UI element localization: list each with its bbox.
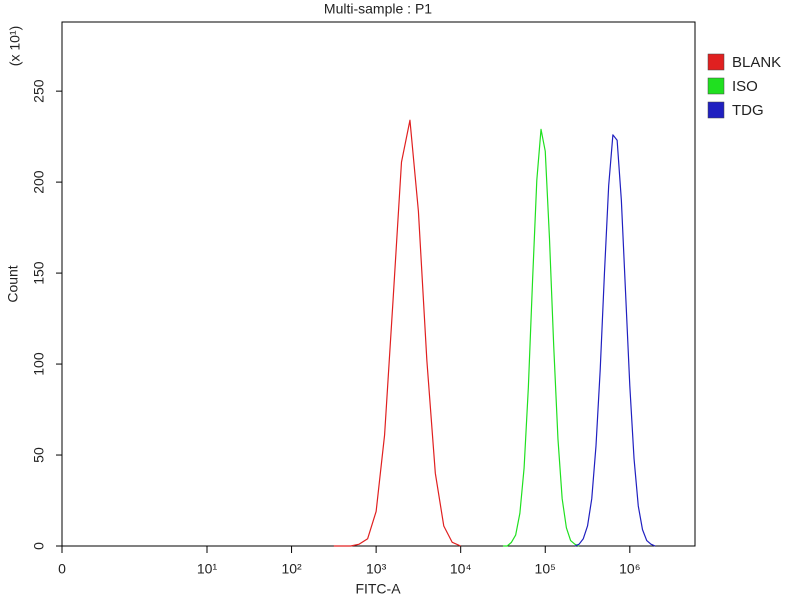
x-tick-label: 0: [58, 561, 66, 577]
x-tick-label: 10¹: [197, 561, 218, 577]
x-tick-label: 10³: [366, 561, 387, 577]
y-tick-label: 100: [31, 352, 47, 376]
y-tick-label: 50: [31, 447, 47, 463]
chart-title: Multi-sample : P1: [324, 1, 432, 17]
x-tick-label: 10⁴: [450, 561, 472, 577]
x-tick-label: 10⁶: [619, 561, 640, 577]
legend-label: ISO: [732, 78, 758, 95]
legend-label: TDG: [732, 102, 764, 119]
y-axis-label: Count: [5, 265, 21, 302]
y-tick-label: 250: [31, 79, 47, 103]
x-tick-label: 10²: [281, 561, 302, 577]
legend-swatch: [707, 53, 725, 71]
histogram-line: [502, 128, 580, 547]
legend-swatch: [707, 77, 725, 95]
x-tick-label: 10⁵: [535, 561, 556, 577]
y-tick-label: 200: [31, 170, 47, 194]
histogram-line: [574, 134, 656, 547]
legend-swatch: [707, 101, 725, 119]
plot-frame: [61, 21, 696, 547]
x-axis-label: FITC-A: [355, 581, 401, 597]
y-multiplier: (x 10¹): [7, 26, 23, 66]
y-tick-label: 150: [31, 261, 47, 285]
histogram-line: [333, 119, 461, 547]
legend-label: BLANK: [732, 54, 781, 71]
y-tick-label: 0: [31, 542, 47, 550]
